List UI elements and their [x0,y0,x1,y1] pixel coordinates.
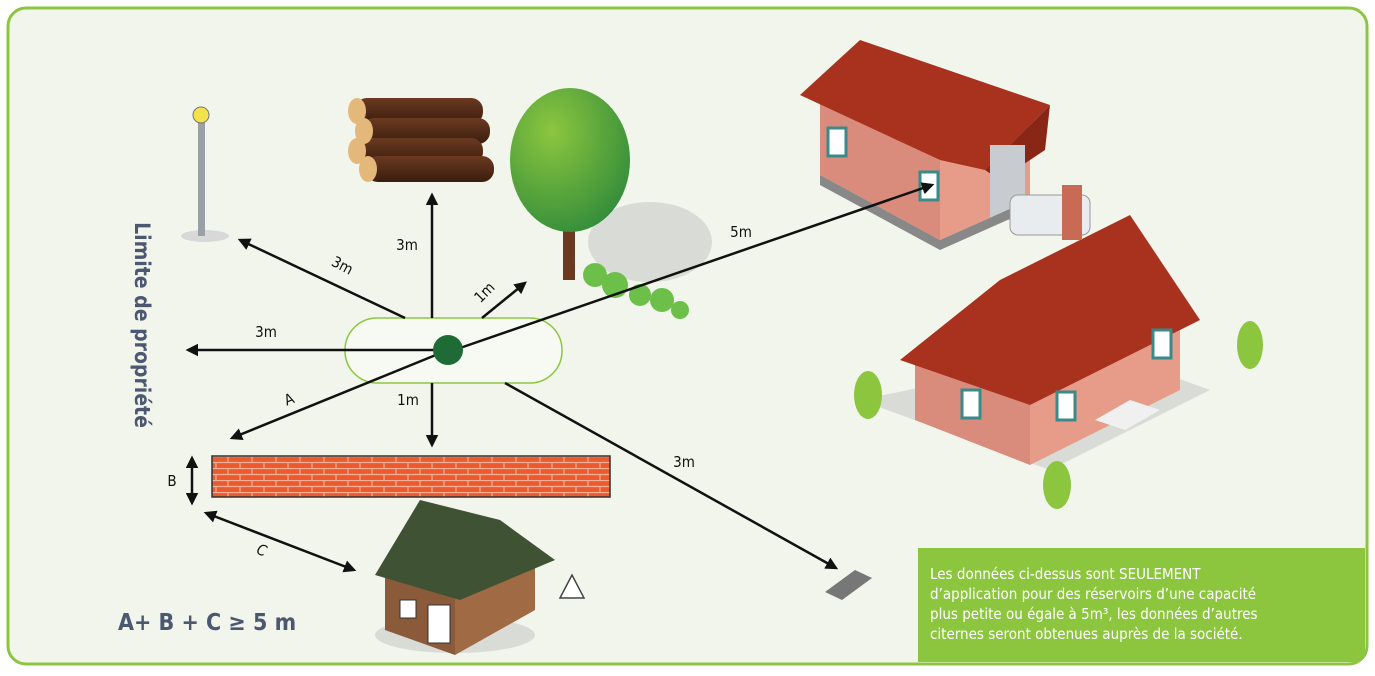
diagram: 3m 3m 1m 5m 3m A 1m 3m B C Limite de pro… [0,0,1375,672]
note-line: d’application pour des réservoirs d’une … [930,585,1256,603]
wall-height-label: B [167,472,176,490]
tank-center [433,335,463,365]
distance-label: 5m [730,223,752,241]
wall [212,456,610,497]
distance-label: 3m [673,453,695,471]
note-line: Les données ci-dessus sont SEULEMENT [930,565,1201,583]
distance-label: 1m [397,391,419,409]
property-limit: Limite de propriété [130,222,154,428]
note-line: citernes seront obtenues auprès de la so… [930,625,1243,643]
formula: A+ B + C ≥ 5 m [118,610,296,636]
log-pile [348,98,494,182]
distance-label: 3m [255,323,277,341]
distance-label: 3m [396,236,418,254]
note-line: plus petite ou égale à 5m³, les données … [930,605,1258,623]
